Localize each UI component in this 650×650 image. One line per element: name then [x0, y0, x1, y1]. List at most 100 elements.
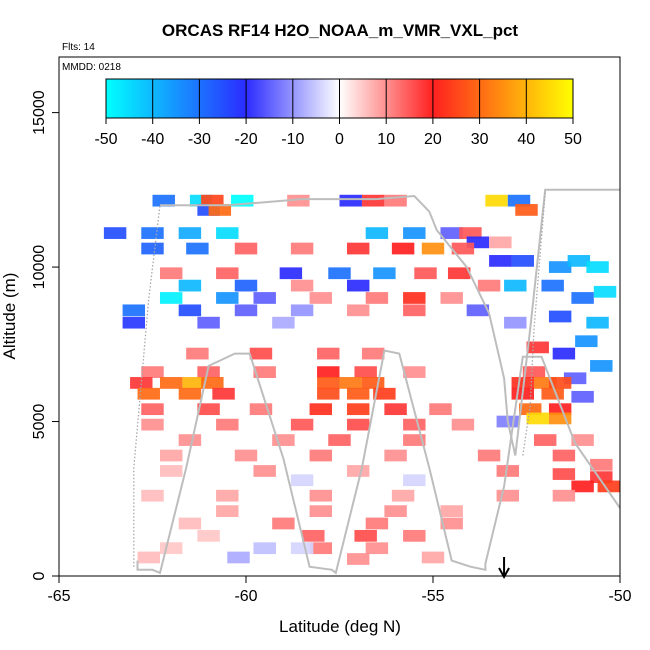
heatmap-cell: [403, 434, 426, 446]
heatmap-cell: [489, 255, 512, 267]
heatmap-cell: [178, 387, 202, 400]
flight-track-dotted-line: [522, 192, 546, 456]
mmdd-label: MMDD: 0218: [62, 62, 121, 73]
heatmap-cell: [346, 553, 370, 565]
heatmap-cell: [571, 434, 594, 446]
colorbar-tick-label: 40: [517, 131, 535, 148]
heatmap-cell: [141, 242, 164, 255]
heatmap-cell: [317, 377, 340, 389]
heatmap-cell: [440, 517, 463, 530]
heatmap-cell: [511, 377, 534, 389]
heatmap-cell: [567, 255, 591, 267]
heatmap-cell: [159, 465, 183, 477]
heatmap-cell: [227, 551, 250, 564]
heatmap-cell: [504, 279, 527, 292]
heatmap-cell: [201, 194, 224, 207]
heatmap-cell: [421, 242, 445, 255]
heatmap-cell: [317, 366, 340, 378]
heatmap-cell: [272, 316, 295, 329]
heatmap-cell: [590, 471, 613, 484]
chart-title: ORCAS RF14 H2O_NOAA_m_VMR_VXL_pct: [162, 21, 518, 40]
heatmap-cell: [571, 480, 594, 493]
y-axis-label: Altitude (m): [0, 273, 19, 360]
heatmap-cell: [197, 316, 220, 329]
x-tick-label: -60: [234, 588, 257, 605]
heatmap-cell: [253, 465, 276, 477]
heatmap-cell: [216, 292, 239, 304]
heatmap-cell: [391, 489, 415, 502]
heatmap-cell: [103, 227, 127, 239]
heatmap-cell: [309, 489, 333, 502]
heatmap-cell: [346, 387, 370, 400]
heatmap-cell: [346, 304, 370, 317]
heatmap-cell: [522, 366, 546, 378]
heatmap-cell: [563, 372, 587, 385]
heatmap-cell: [290, 542, 314, 555]
heatmap-cell: [216, 227, 239, 239]
heatmap-cell: [384, 403, 407, 416]
heatmap-cell: [548, 310, 572, 323]
heatmap-cell: [552, 489, 576, 502]
x-tick-label: -55: [421, 588, 444, 605]
heatmap-cell: [309, 403, 333, 416]
heatmap-cell: [317, 387, 340, 400]
heatmap-cell: [272, 434, 295, 446]
heatmap-cell: [373, 387, 396, 400]
heatmap-cell: [403, 418, 426, 431]
colorbar-tick-label: 10: [377, 131, 395, 148]
y-tick-label: 10000: [31, 245, 48, 290]
heatmap-cell: [477, 279, 501, 292]
heatmap-cell: [216, 267, 239, 280]
heatmap-cell: [182, 377, 205, 389]
heatmap-cell: [440, 227, 463, 239]
heatmap-cell: [231, 194, 254, 207]
colorbar-tick-label: -50: [94, 131, 117, 148]
heatmap-cell: [178, 304, 202, 317]
heatmap-cell: [302, 529, 325, 542]
heatmap-cell: [590, 360, 613, 372]
heatmap-cell: [141, 227, 164, 239]
heatmap-cell: [253, 292, 276, 304]
heatmap-cell: [137, 551, 160, 564]
heatmap-cell: [309, 292, 333, 304]
heatmap-cell: [403, 474, 426, 487]
heatmap-cell: [552, 468, 576, 480]
heatmap-cell: [552, 449, 576, 462]
heatmap-cell: [141, 418, 164, 431]
heatmap-cell: [159, 377, 183, 389]
colorbar-tick-label: -20: [235, 131, 258, 148]
heatmap-cell: [178, 517, 202, 530]
heatmap-cell: [485, 194, 508, 207]
heatmap-cell: [548, 261, 572, 273]
heatmap-cell: [212, 387, 235, 400]
heatmap-cell: [365, 542, 389, 555]
heatmap-cell: [451, 242, 475, 255]
heatmap-cell: [317, 347, 340, 360]
heatmap-cell: [365, 227, 389, 239]
heatmap-cell: [290, 418, 314, 431]
heatmap-cell: [477, 449, 501, 462]
heatmap-cell: [440, 505, 463, 517]
heatmap-cell: [346, 242, 370, 255]
heatmap-cell: [290, 474, 314, 487]
x-tick-label: -50: [608, 588, 631, 605]
flts-label: Flts: 14: [62, 42, 95, 53]
heatmap-cell: [346, 403, 370, 416]
x-tick-label: -65: [47, 588, 70, 605]
heatmap-cell: [571, 292, 594, 304]
heatmap-cell: [466, 236, 490, 249]
y-tick-label: 0: [31, 571, 48, 580]
heatmap-cell: [533, 434, 557, 446]
heatmap-cell: [141, 403, 164, 416]
colorbar-tick-label: 50: [564, 131, 582, 148]
y-tick-label: 15000: [31, 90, 48, 135]
heatmap-cell: [234, 242, 258, 255]
heatmap-cell: [197, 403, 220, 416]
plot-frame: [58, 56, 621, 577]
heatmap-cell: [548, 412, 572, 425]
heatmap-cell: [328, 434, 351, 446]
heatmap-cell: [365, 292, 389, 304]
heatmap-cell: [365, 517, 389, 530]
heatmap-cell: [403, 227, 426, 239]
